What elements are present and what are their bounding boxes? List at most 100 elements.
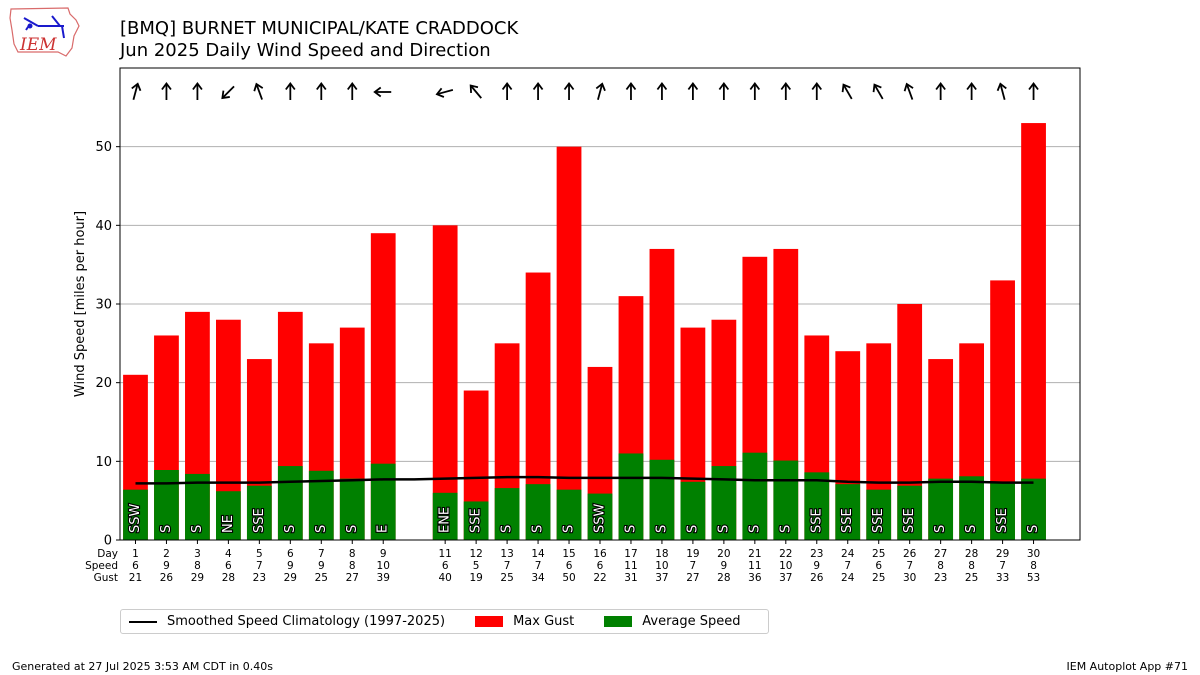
y-tick-label: 30 (95, 298, 112, 313)
arrow-head (131, 82, 142, 92)
average-speed-bar (1021, 478, 1046, 540)
direction-label: S (500, 525, 515, 533)
arrow-shaft (438, 89, 454, 95)
direction-label: SSE (871, 508, 886, 533)
day-label: 20 (717, 548, 730, 560)
legend-item-gust: Max Gust (475, 614, 574, 629)
gust-label: 27 (346, 572, 359, 584)
direction-label: S (345, 525, 360, 533)
gust-label: 27 (686, 572, 699, 584)
iem-logo: IEM (9, 7, 80, 57)
average-speed-bar (587, 493, 613, 540)
gust-label: 50 (562, 572, 575, 584)
speed-label: 8 (1030, 560, 1037, 572)
day-label: 7 (318, 548, 325, 560)
arrow-head (532, 82, 544, 91)
arrow-head (316, 82, 327, 91)
day-label: 4 (225, 548, 232, 560)
speed-label: 9 (318, 560, 325, 572)
arrow-head (161, 82, 172, 91)
gust-label: 34 (531, 572, 545, 584)
gust-label: 26 (810, 572, 824, 584)
gust-label: 29 (191, 572, 204, 584)
arrow-head (656, 82, 668, 91)
day-label: 26 (903, 548, 917, 560)
day-label: 29 (996, 548, 1009, 560)
climatology-layer (135, 475, 1034, 485)
wind-arrow-icon (192, 82, 203, 100)
average-speed-bar (990, 481, 1015, 540)
arrow-shaft (597, 85, 603, 100)
direction-label: S (964, 525, 979, 533)
day-label: 9 (380, 548, 387, 560)
arrow-head (469, 84, 479, 94)
gust-label: 25 (315, 572, 328, 584)
day-label: 5 (256, 548, 263, 560)
direction-label: SSE (809, 508, 824, 533)
arrow-shaft (470, 86, 482, 99)
average-speed-bar (742, 452, 768, 540)
average-speed-bar (463, 501, 489, 540)
legend-label-gust: Max Gust (513, 614, 575, 629)
gust-label: 25 (500, 572, 513, 584)
gust-label: 25 (872, 572, 885, 584)
arrow-shaft (222, 85, 235, 98)
gust-label: 37 (779, 572, 792, 584)
direction-label: SSW (593, 503, 608, 533)
direction-labels: SSW S S NE SSE S S S E ENE SSE S S S SSW S S S S S S SSE SSE SS… (127, 502, 1042, 534)
wind-arrow-icon (903, 82, 914, 100)
speed-label: 7 (999, 560, 1006, 572)
average-speed-bar (556, 489, 582, 540)
y-tick-label: 20 (95, 376, 112, 391)
gust-label: 22 (593, 572, 606, 584)
speed-label: 6 (225, 560, 232, 572)
average-speed-bar (216, 491, 241, 540)
speed-label: 7 (504, 560, 511, 572)
direction-label: NE (221, 515, 236, 533)
direction-label: S (716, 525, 731, 533)
chart-subtitle: Jun 2025 Daily Wind Speed and Direction (120, 40, 491, 61)
speed-label: 6 (875, 560, 882, 572)
gust-label: 53 (1027, 572, 1040, 584)
arrow-head (718, 82, 730, 91)
arrow-head (687, 82, 699, 91)
average-speed-bar (185, 473, 210, 540)
gust-label: 31 (624, 572, 637, 584)
arrow-head (872, 83, 882, 93)
speed-label: 9 (287, 560, 294, 572)
y-tick-label: 40 (95, 219, 112, 234)
y-tick-label: 10 (95, 455, 112, 470)
speed-label: 10 (779, 560, 792, 572)
day-label: 6 (287, 548, 294, 560)
max-gust-bar (432, 225, 458, 541)
wind-arrow-icon (131, 82, 142, 100)
speed-label: 9 (163, 560, 170, 572)
day-label: 30 (1027, 548, 1040, 560)
day-label: 14 (531, 548, 545, 560)
max-gust-bar (556, 146, 582, 540)
legend: Smoothed Speed Climatology (1997-2025) M… (120, 609, 769, 634)
speed-label: 6 (597, 560, 604, 572)
gust-label: 39 (377, 572, 390, 584)
direction-label: SSE (469, 508, 484, 533)
direction-label: S (747, 525, 762, 533)
climatology-line (135, 475, 1034, 485)
arrow-head (903, 82, 914, 92)
average-speed-bar (277, 466, 303, 540)
day-label: 2 (163, 548, 170, 560)
day-label: 22 (779, 548, 792, 560)
arrow-head (347, 82, 358, 91)
direction-label: S (562, 525, 577, 533)
average-speed-bar (432, 492, 458, 540)
gust-label: 25 (965, 572, 978, 584)
day-label: 12 (469, 548, 482, 560)
speed-label: 8 (194, 560, 201, 572)
day-label: 27 (934, 548, 947, 560)
gust-label: 28 (222, 572, 235, 584)
wind-arrow-icon (221, 85, 235, 100)
direction-label: SSE (840, 508, 855, 533)
weather-station-icon (23, 15, 65, 39)
average-speed-bar (525, 484, 551, 540)
direction-label: SSE (252, 508, 267, 533)
wind-arrow-icon (811, 82, 822, 100)
